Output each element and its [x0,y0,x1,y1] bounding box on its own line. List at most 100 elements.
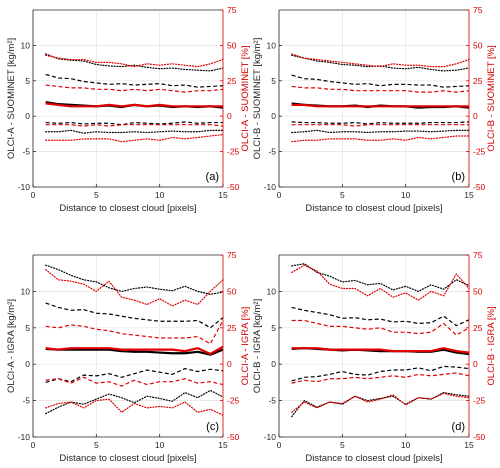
y-tick-label-right: 25 [473,76,483,86]
y-tick-label-left: 5 [25,323,30,333]
x-tick-label: 15 [218,190,228,200]
series-line-black-dotted [291,54,470,72]
series-line-red-solid [45,102,223,108]
series-line-red-dotted [45,54,224,68]
x-tick-label: 5 [340,440,345,450]
series-line-red-dashed [291,124,469,127]
x-tick-label: 5 [94,190,99,200]
y-tick-label-right: 25 [227,323,237,333]
x-tick-label: 0 [31,440,36,450]
y-axis-label-left: OLCI-A - SUOMINET [kg/m²] [6,38,17,159]
series-line-red-dashed [45,376,224,387]
y-tick-label-right: -25 [473,396,486,406]
series-line-red-solid [45,345,224,356]
series-line-red-dotted [45,398,224,416]
panel-label: (a) [206,171,219,183]
y-tick-label-right: 75 [473,250,483,260]
y-tick-label-right: 0 [227,359,232,369]
series-line-black-solid [45,347,224,356]
y-axis-label-left: OLCI-B - SUOMINET [kg/m²] [252,38,263,160]
y-tick-label-right: -25 [473,147,486,157]
y-tick-label-left: 10 [21,40,31,50]
series-line-black-dashed [291,365,470,382]
panel-label: (d) [452,421,465,433]
y-tick-label-right: -50 [227,182,240,192]
x-tick-label: 0 [31,190,36,200]
series-line-red-dashed [291,319,470,336]
x-tick-label: 15 [218,440,228,450]
y-tick-label-right: -50 [473,182,486,192]
series-line-red-dashed [291,85,470,93]
series-line-red-solid [291,347,470,354]
series-line-red-dotted [291,264,470,301]
y-axis-label-left: OLCI-A - IGRA [kg/m²] [6,299,17,393]
y-axis-label-right: OLCI-A - IGRA [%] [240,307,251,386]
series-line-red-dashed [45,84,224,93]
y-tick-label-left: 10 [267,286,277,296]
y-tick-label-right: 0 [473,111,478,121]
series-line-black-dotted [45,129,224,134]
x-tick-label: 0 [277,440,282,450]
series-line-red-dotted [291,135,470,143]
y-tick-label-right: -50 [473,432,486,442]
series-line-red-solid [291,103,469,108]
series-line-red-dashed [45,320,224,345]
y-tick-label-right: 50 [473,40,483,50]
y-axis-label-left: OLCI-B - IGRA [kg/m²] [252,299,263,394]
x-tick-label: 5 [94,440,99,450]
y-tick-label-left: 0 [271,111,276,121]
y-tick-label-left: 5 [271,323,276,333]
y-tick-label-left: -5 [22,147,30,157]
x-tick-label: 0 [277,190,282,200]
y-axis-label-right: OLCI-A - SUOMINET [%] [240,46,251,152]
y-tick-label-left: -10 [18,432,31,442]
y-tick-label-right: 75 [473,5,483,15]
y-tick-label-left: 5 [25,76,30,86]
y-tick-label-left: 10 [267,40,277,50]
x-tick-label: 10 [155,190,165,200]
y-tick-label-right: 50 [227,40,237,50]
series-line-black-dotted [45,264,224,295]
series-line-red-dotted [45,134,224,143]
y-tick-label-right: 0 [473,359,478,369]
x-axis-label: Distance to closest cloud [pixels] [305,453,442,464]
y-tick-label-left: -10 [264,432,277,442]
x-tick-label: 15 [464,440,474,450]
y-tick-label-left: 0 [271,359,276,369]
series-line-black-dashed [45,302,224,329]
y-tick-label-left: -5 [268,147,276,157]
x-tick-label: 10 [155,440,165,450]
series-line-black-dashed [291,121,470,125]
series-line-red-dotted [45,268,224,307]
y-tick-label-left: 5 [271,76,276,86]
series-line-red-dotted [291,392,470,413]
x-tick-label: 10 [401,190,411,200]
series-line-black-dotted [45,53,224,72]
y-tick-label-left: 0 [25,359,30,369]
x-axis-label: Distance to closest cloud [pixels] [59,453,196,464]
y-axis-label-right: OLCI-B - SUOMINET [%] [486,45,497,151]
series-line-red-dotted [291,53,470,68]
series-line-red-dashed [291,372,470,384]
y-axis-label-right: OLCI-B - IGRA [%] [486,306,497,385]
series-line-black-dotted [291,263,470,292]
series-line-black-dashed [291,306,470,327]
x-tick-label: 10 [401,440,411,450]
series-line-black-dashed [45,367,224,383]
y-tick-label-left: -5 [22,396,30,406]
y-tick-label-right: 75 [227,250,237,260]
y-tick-label-right: 75 [227,5,237,15]
y-tick-label-left: -5 [268,396,276,406]
series-line-black-dotted [45,389,224,415]
y-tick-label-left: 0 [25,111,30,121]
series-line-black-dashed [45,121,223,126]
y-tick-label-right: 50 [227,286,237,296]
panel-label: (b) [452,171,465,183]
y-tick-label-right: -50 [227,432,240,442]
y-tick-label-right: -25 [227,396,240,406]
